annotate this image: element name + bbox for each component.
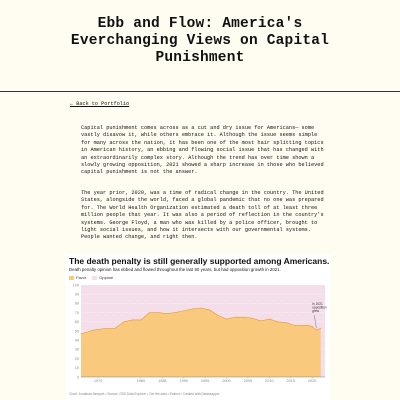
annotation-line: opposition xyxy=(312,306,327,310)
page-title: Ebb and Flow: America's Everchanging Vie… xyxy=(0,16,400,67)
y-tick-label: 90 xyxy=(75,293,79,297)
favor-point xyxy=(320,327,322,329)
y-tick-label: 100 xyxy=(73,283,79,287)
y-tick-label: 20 xyxy=(75,357,79,361)
x-tick-label: 2015 xyxy=(287,379,295,383)
favor-point xyxy=(157,312,159,313)
intro-paragraph: Capital punishment comes across as a cut… xyxy=(81,125,324,176)
x-tick-label: 1995 xyxy=(201,379,209,383)
favor-point xyxy=(226,318,227,320)
favor-point xyxy=(234,316,236,318)
favor-point xyxy=(277,321,279,323)
x-tick-label: 2000 xyxy=(222,379,230,383)
favor-point xyxy=(200,307,202,309)
annotation-line: In 2021 xyxy=(312,302,323,306)
annotation-line: grew xyxy=(312,309,320,313)
favor-point xyxy=(174,312,176,313)
x-tick-label: 2010 xyxy=(265,379,273,383)
x-tick-label: 1970 xyxy=(94,379,102,383)
favor-point xyxy=(307,325,309,326)
header-divider xyxy=(0,91,400,92)
favor-point xyxy=(311,326,313,327)
favor-point xyxy=(260,320,262,322)
chart-plot: 0 10 20 30 40 50 60 70 80 90 100 1970 1980 1985 1990 19… xyxy=(73,283,327,383)
favor-point xyxy=(106,327,108,329)
y-tick-label: 10 xyxy=(75,366,79,370)
back-to-portfolio-link[interactable]: ← Back to Portfolio xyxy=(70,101,130,107)
context-paragraph: The year prior, 2020, was a time of radi… xyxy=(81,190,324,241)
favor-point xyxy=(80,333,82,335)
x-tick-label: 2005 xyxy=(244,379,252,383)
favor-point xyxy=(217,315,219,316)
x-tick-label: 2020 xyxy=(308,379,316,383)
favor-point xyxy=(286,322,287,324)
favor-point xyxy=(166,313,167,314)
death-penalty-chart: The death penalty is still generally sup… xyxy=(65,254,330,400)
favor-point xyxy=(251,317,253,319)
favor-point xyxy=(183,310,185,312)
legend-item-oppose: Oppose xyxy=(92,275,113,280)
y-tick-label: 80 xyxy=(75,302,79,306)
y-tick-label: 60 xyxy=(75,320,79,324)
page-title-line-3: Punishment xyxy=(155,50,245,66)
favor-area xyxy=(81,308,321,377)
favor-point xyxy=(93,329,95,331)
legend-label-favor: Favor xyxy=(76,275,87,280)
favor-point xyxy=(132,319,133,321)
x-tick-label: 1985 xyxy=(158,379,166,383)
favor-point xyxy=(303,325,304,326)
chart-subtitle: Death penalty opinion has ebbed and flow… xyxy=(69,267,281,272)
chart-footnote: Chart: Jonathan Newport • Source: GSS Da… xyxy=(69,392,220,396)
y-tick-label: 70 xyxy=(75,311,79,315)
x-tick-label: 1990 xyxy=(180,379,188,383)
oppose-swatch xyxy=(92,275,98,280)
favor-point xyxy=(209,309,210,311)
annotation-pointer xyxy=(314,314,317,329)
y-tick-label: 40 xyxy=(75,339,79,343)
favor-point xyxy=(243,316,245,318)
favor-point xyxy=(294,325,296,326)
favor-point xyxy=(149,312,150,313)
favor-point xyxy=(191,308,193,310)
favor-point xyxy=(123,321,125,323)
x-tick-label: 1980 xyxy=(137,379,145,383)
legend-item-favor: Favor xyxy=(69,275,86,280)
favor-point xyxy=(140,319,142,321)
favor-line xyxy=(80,307,321,335)
page-title-line-1: Ebb and Flow: America's xyxy=(97,16,303,32)
favor-point xyxy=(316,329,317,331)
chart-legend: Favor Oppose xyxy=(69,275,113,280)
page-title-line-2: Everchanging Views on Capital xyxy=(70,33,330,49)
y-tick-label: 50 xyxy=(75,329,79,333)
legend-label-oppose: Oppose xyxy=(99,275,114,280)
chart-title: The death penalty is still generally sup… xyxy=(69,256,330,266)
chart-annotation: In 2021 opposition grew xyxy=(312,302,327,313)
favor-point xyxy=(269,318,270,320)
favor-swatch xyxy=(69,275,74,280)
favor-point xyxy=(114,327,116,329)
y-tick-label: 0 xyxy=(77,375,79,379)
y-tick-label: 30 xyxy=(75,348,79,352)
